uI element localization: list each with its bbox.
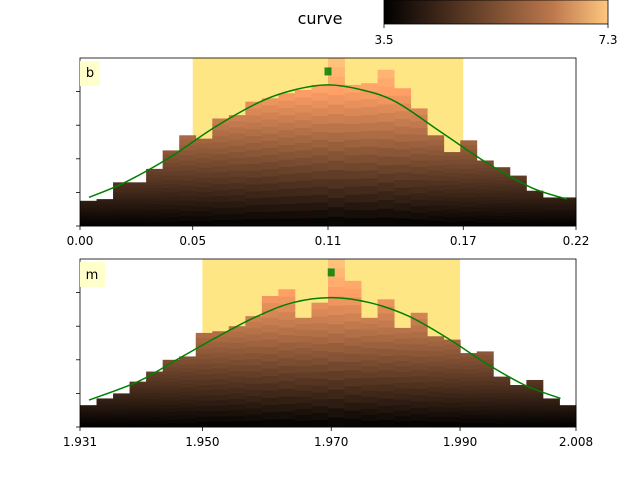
bar-b-3 <box>129 182 147 227</box>
bar-b-19 <box>394 88 412 227</box>
peak-marker-m <box>327 268 335 277</box>
x-tick-label-b-4: 0.22 <box>563 234 590 248</box>
bar-m-26 <box>509 385 527 428</box>
chart-panel-b: b 0.00 0.05 0.11 0.17 0.22 <box>67 57 590 248</box>
bar-m-2 <box>113 393 131 428</box>
bar-b-24 <box>476 160 494 227</box>
bar-b-26 <box>509 175 527 227</box>
chart-panel-m: m 1.931 1.950 1.970 1.990 2.008 <box>63 258 593 449</box>
panel-label-m: m <box>86 268 99 283</box>
bar-b-13 <box>294 89 312 227</box>
bar-m-28 <box>542 398 560 428</box>
bar-b-22 <box>443 152 461 227</box>
colorbar-min-label: 3.5 <box>374 33 393 47</box>
bar-b-1 <box>96 199 114 227</box>
peak-marker-b <box>324 67 332 76</box>
x-tick-label-b-3: 0.17 <box>450 234 477 248</box>
bar-b-17 <box>361 83 378 227</box>
bar-b-7 <box>195 138 213 227</box>
colorbar-max-label: 7.3 <box>598 33 617 47</box>
bar-b-2 <box>113 182 130 227</box>
curve-line-m <box>88 296 561 401</box>
bar-m-29 <box>559 405 577 428</box>
x-tick-label-m-4: 2.008 <box>559 435 593 449</box>
panel-label-box-b <box>80 61 100 86</box>
bar-b-4 <box>146 168 164 227</box>
bar-m-16 <box>344 280 362 428</box>
bar-b-20 <box>410 108 428 227</box>
bar-b-18 <box>377 69 395 227</box>
panel-label-box-m <box>80 262 105 287</box>
bar-m-20 <box>410 312 428 428</box>
curve-line-b <box>88 84 568 200</box>
bar-m-10 <box>245 316 263 428</box>
bar-m-19 <box>394 327 412 428</box>
panel-label-b: b <box>86 66 94 81</box>
x-tick-label-b-1: 0.05 <box>179 234 206 248</box>
bar-m-21 <box>427 336 445 428</box>
bar-m-4 <box>146 371 164 428</box>
bar-m-17 <box>361 317 379 428</box>
x-tick-label-m-1: 1.950 <box>185 435 219 449</box>
bar-b-21 <box>427 135 445 227</box>
bar-m-15 <box>327 259 345 428</box>
bar-b-9 <box>228 115 246 227</box>
bar-m-5 <box>162 359 180 428</box>
bar-m-9 <box>228 326 246 428</box>
bar-m-11 <box>261 295 279 428</box>
bar-b-12 <box>278 93 296 227</box>
bar-m-25 <box>493 376 511 428</box>
bar-m-27 <box>526 379 544 428</box>
bar-b-11 <box>261 98 279 227</box>
x-tick-label-m-2: 1.970 <box>314 435 348 449</box>
colorbar-gradient <box>383 0 609 25</box>
bar-b-23 <box>460 140 478 227</box>
bar-m-8 <box>212 331 230 428</box>
bar-b-27 <box>526 190 544 227</box>
bar-b-6 <box>179 135 197 227</box>
bar-b-16 <box>344 84 362 227</box>
bar-b-10 <box>245 101 263 227</box>
bar-b-8 <box>212 118 230 227</box>
bar-b-29 <box>559 197 577 227</box>
bar-m-13 <box>294 317 312 428</box>
bar-m-14 <box>311 302 329 428</box>
bar-m-18 <box>377 299 395 428</box>
bar-b-28 <box>542 197 560 227</box>
bar-m-6 <box>179 356 197 428</box>
bar-m-3 <box>129 381 147 428</box>
x-tick-label-b-2: 0.11 <box>315 234 342 248</box>
x-tick-label-m-0: 1.931 <box>63 435 97 449</box>
bar-b-25 <box>493 167 511 227</box>
bar-b-0 <box>80 200 97 227</box>
colorbar: curve 3.5 7.3 <box>298 0 618 47</box>
bar-m-0 <box>79 405 97 428</box>
colorbar-title: curve <box>298 9 343 28</box>
bar-b-15 <box>328 58 345 227</box>
bar-m-22 <box>443 339 461 428</box>
bar-m-7 <box>195 332 213 428</box>
bar-m-1 <box>96 398 114 428</box>
x-tick-label-m-3: 1.990 <box>443 435 477 449</box>
x-tick-label-b-0: 0.00 <box>67 234 94 248</box>
bar-b-14 <box>311 84 329 227</box>
bar-b-5 <box>162 150 180 227</box>
plot-frame-m <box>79 258 577 428</box>
bar-m-12 <box>278 289 296 428</box>
bar-m-23 <box>460 353 478 428</box>
